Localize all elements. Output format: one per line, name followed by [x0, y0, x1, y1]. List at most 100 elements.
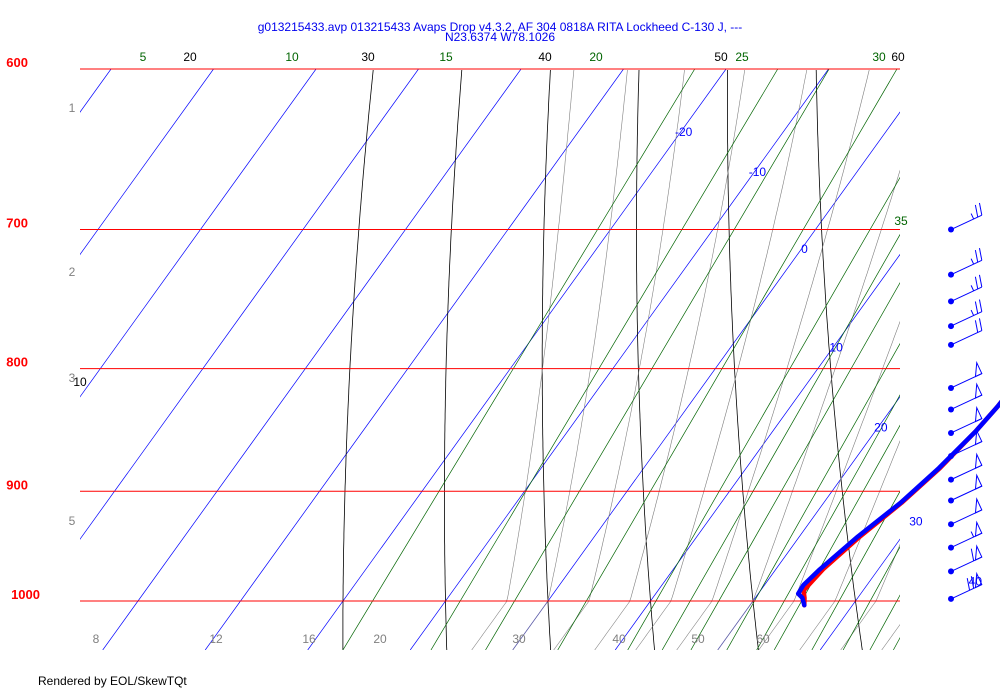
mixing-ratio-label: 30 [872, 50, 886, 64]
wind-barb [948, 571, 983, 602]
wind-barb-pennant [974, 382, 983, 399]
wind-barb [948, 473, 983, 504]
isotherm-line [80, 69, 214, 256]
moist-adiabat-label: 12 [209, 632, 223, 646]
moist-adiabat-line [676, 69, 870, 650]
wind-barb-staff [950, 311, 983, 327]
wind-barb [948, 202, 983, 233]
wind-barb-feather [974, 249, 979, 263]
wind-barb-half-feather [970, 258, 975, 265]
moist-adiabat-line [840, 543, 900, 650]
wind-barb [948, 428, 983, 459]
pressure-tick-label: 600 [6, 55, 28, 70]
isotherm-line [819, 538, 900, 650]
isotherm-line [923, 69, 1000, 650]
isotherm-line [614, 253, 900, 650]
mixing-ratio-line [726, 342, 900, 650]
height-km-label: 2 [69, 265, 76, 279]
isotherm-label: 0 [801, 242, 808, 256]
mixing-ratio-line [893, 637, 900, 650]
isotherm-line [512, 111, 900, 650]
dry-adiabat-line [993, 70, 1000, 650]
wind-barb-pennant [974, 497, 983, 514]
mixing-ratio-label: 20 [589, 50, 603, 64]
moist-adiabat-line [881, 624, 900, 650]
isotherm-line [80, 69, 317, 398]
wind-barb [948, 520, 983, 551]
moist-adiabat-line [635, 69, 808, 650]
moist-adiabat-line [512, 69, 628, 650]
height-km-label: 3 [69, 371, 76, 385]
mixing-ratio-label: 25 [735, 50, 749, 64]
dry-adiabat-label: 10 [73, 375, 87, 389]
dry-adiabat-line [815, 69, 863, 650]
wind-barb [948, 318, 983, 348]
isotherm-line [307, 69, 727, 650]
wind-barb-feather [978, 274, 983, 288]
dry-adiabat-line [727, 70, 759, 650]
wind-barb-feather [966, 578, 971, 591]
height-km-label: 1 [69, 101, 76, 115]
isotherm-label: -20 [675, 125, 693, 139]
mixing-ratio-label: 35 [894, 214, 908, 228]
mixing-ratio-line [342, 69, 696, 650]
wind-barb-half-feather [970, 285, 975, 292]
mixing-ratio-line [485, 69, 830, 650]
dry-adiabat-line [443, 69, 463, 650]
dry-adiabat-label: 40 [538, 50, 552, 64]
footer-credit: Rendered by EOL/SkewTQt [38, 674, 187, 688]
wind-barb-pennant [974, 452, 983, 470]
wind-barb-feather [974, 301, 979, 314]
chart-title-line2: N23.6374 W78.1026 [444, 30, 556, 44]
moist-adiabat-label: 16 [302, 632, 316, 646]
dry-adiabat-label: 50 [714, 50, 728, 64]
dry-adiabat-line [541, 69, 551, 650]
pressure-tick-label: 800 [6, 355, 28, 370]
dewpoint-trace [795, 399, 1000, 608]
wind-barb-feather [974, 320, 979, 333]
pressure-tick-label: 700 [6, 216, 28, 231]
wind-barb-pennant [974, 473, 983, 490]
mixing-ratio-line [661, 233, 900, 650]
wind-barb-feather [974, 276, 979, 290]
dry-adiabat-label: 20 [183, 50, 197, 64]
wind-barb-pennant [974, 360, 983, 378]
wind-barb-staff [950, 286, 983, 302]
mixing-ratio-line [811, 490, 900, 650]
moist-adiabat-line [553, 69, 685, 650]
wind-barb-half-feather [970, 309, 975, 316]
isotherm-line [80, 69, 419, 540]
moist-adiabat-line [717, 169, 900, 650]
moist-adiabat-label: 50 [691, 632, 705, 646]
wind-barb-staff [950, 330, 983, 346]
pressure-tick-label: 900 [6, 477, 28, 492]
dry-adiabat-label: 30 [361, 50, 375, 64]
mixing-ratio-label: 5 [140, 50, 147, 64]
wind-barb-feather [978, 202, 983, 216]
wind-barb-staff [950, 214, 983, 230]
mixing-ratio-line [557, 69, 898, 650]
isotherm-label: 20 [874, 421, 888, 435]
temperature-trace [801, 399, 1000, 608]
wind-barb-pennant [974, 571, 983, 589]
wind-barb-half-feather [970, 213, 975, 220]
isotherm-label: 30 [909, 514, 923, 528]
mixing-ratio-label: 10 [285, 50, 299, 64]
moist-adiabat-line [758, 320, 900, 650]
mixing-ratio-line [627, 176, 900, 650]
moist-adiabat-label: 60 [756, 632, 770, 646]
moist-adiabat-line [471, 69, 575, 650]
isotherm-label: -10 [749, 165, 767, 179]
wind-barb-feather [978, 318, 983, 331]
wind-barb-pennant [974, 544, 983, 561]
wind-barb-feather [978, 299, 983, 312]
wind-barb [948, 405, 983, 436]
mixing-ratio-line [430, 69, 779, 650]
moist-adiabat-label: 8 [93, 632, 100, 646]
moist-adiabat-label: 40 [612, 632, 626, 646]
wind-barb-pennant [974, 428, 983, 446]
wind-barb [948, 382, 983, 413]
wind-barb [948, 248, 983, 278]
